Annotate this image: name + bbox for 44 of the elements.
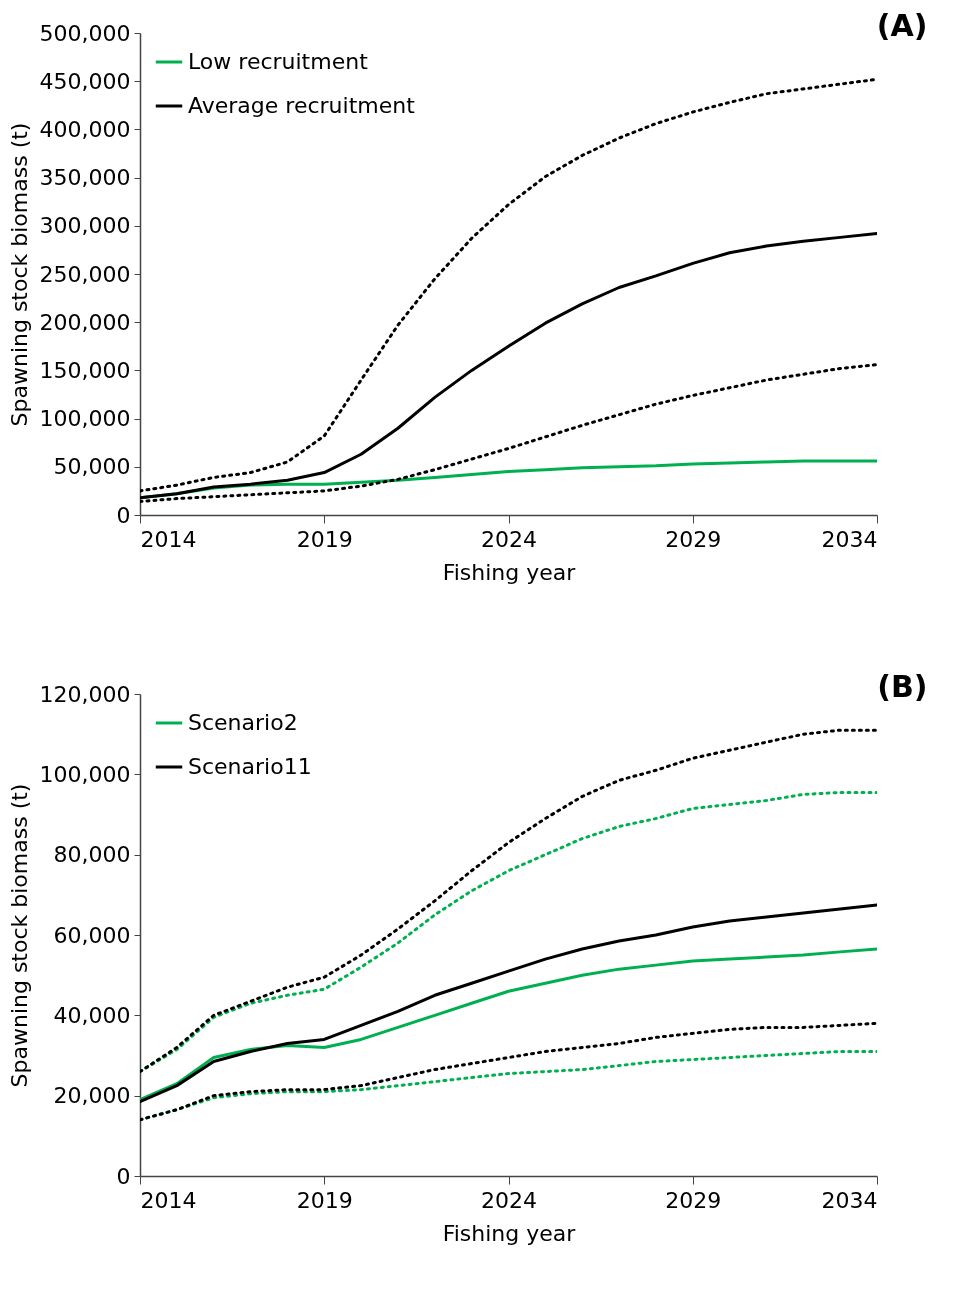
y-tick-label: 50,000 [53, 454, 131, 480]
line-series [140, 77, 877, 493]
y-tick-label: 0 [116, 1163, 131, 1189]
x-tick-label: 2024 [481, 526, 537, 552]
x-tick-label: 2034 [821, 1187, 878, 1213]
x-tick-label: 2019 [296, 526, 353, 552]
y-tick-label: 350,000 [39, 165, 131, 191]
legend-label: Scenario11 [188, 754, 312, 779]
y-tick-label: 250,000 [39, 261, 131, 287]
x-tick-label: 2029 [665, 1187, 722, 1213]
line-series [140, 1021, 877, 1122]
y-tick-label: 200,000 [39, 309, 131, 335]
y-tick-label: 400,000 [39, 116, 131, 142]
y-axis-title: Spawning stock biomass (t) [6, 783, 32, 1088]
line-series [140, 947, 877, 1102]
chart-title: (B) [877, 669, 928, 704]
x-tick-label: 2029 [665, 526, 722, 552]
y-tick-label: 80,000 [53, 842, 131, 868]
y-tick-label: 0 [116, 502, 131, 528]
y-tick-label: 100,000 [39, 761, 131, 787]
y-axis-title: Spawning stock biomass (t) [6, 122, 32, 427]
legend-label: Low recruitment [188, 49, 369, 74]
y-tick-label: 20,000 [53, 1083, 131, 1109]
x-tick-label: 2014 [140, 1187, 197, 1213]
y-tick-label: 40,000 [53, 1002, 131, 1028]
y-tick-label: 100,000 [39, 406, 131, 432]
line-series [140, 232, 877, 500]
x-tick-label: 2024 [481, 1187, 537, 1213]
x-axis-title: Fishing year [442, 1220, 577, 1246]
x-tick-label: 2014 [140, 526, 197, 552]
y-tick-label: 150,000 [39, 357, 131, 383]
y-tick-label: 300,000 [39, 213, 131, 239]
y-tick-label: 60,000 [53, 922, 131, 948]
line-series [140, 903, 877, 1104]
chart-title: (A) [876, 8, 928, 43]
y-tick-label: 120,000 [39, 681, 131, 707]
y-tick-label: 500,000 [39, 20, 131, 46]
legend-label: Average recruitment [188, 93, 416, 118]
x-axis-title: Fishing year [442, 559, 577, 585]
legend-label: Scenario2 [188, 710, 298, 735]
line-series [140, 728, 877, 1074]
y-tick-label: 450,000 [39, 68, 131, 94]
x-tick-label: 2034 [821, 526, 878, 552]
x-tick-label: 2019 [296, 1187, 353, 1213]
